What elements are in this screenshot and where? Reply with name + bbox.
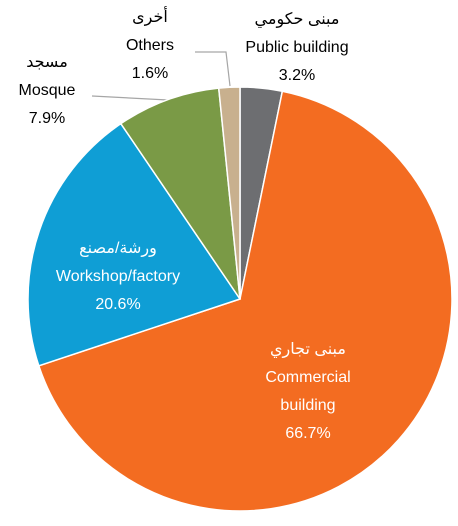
- leader-line: [91, 95, 169, 101]
- pie-slice: [217, 86, 241, 300]
- pie-slice: [119, 87, 241, 300]
- arabic-label: مبنى حكومي: [254, 11, 340, 28]
- pie-slice: [27, 122, 242, 367]
- slice-label: مبنى حكومي Public building 3.2%: [227, 6, 367, 90]
- value-label: 7.9%: [28, 110, 66, 127]
- leader-line: [195, 51, 231, 87]
- value-label: 1.6%: [131, 65, 169, 82]
- pie-slice: [37, 90, 453, 512]
- value-label: 3.2%: [278, 67, 316, 84]
- arabic-label: مبنى تجاري: [270, 341, 346, 358]
- category-label: Commercial building: [265, 369, 351, 414]
- slice-label: ورشة/مصنع Workshop/factory 20.6%: [23, 235, 213, 319]
- arabic-label: أخرى: [132, 9, 168, 26]
- arabic-label: مسجد: [26, 54, 68, 71]
- slice-label: مبنى تجاري Commercial building 66.7%: [243, 336, 373, 448]
- arabic-label: ورشة/مصنع: [79, 240, 157, 257]
- category-label: Others: [125, 37, 174, 54]
- category-label: Public building: [245, 39, 349, 56]
- slice-label: مسجد Mosque 7.9%: [0, 49, 97, 133]
- value-label: 20.6%: [95, 296, 141, 313]
- category-label: Workshop/factory: [55, 268, 181, 285]
- slice-label: أخرى Others 1.6%: [100, 4, 200, 88]
- value-label: 66.7%: [285, 425, 331, 442]
- category-label: Mosque: [18, 82, 76, 99]
